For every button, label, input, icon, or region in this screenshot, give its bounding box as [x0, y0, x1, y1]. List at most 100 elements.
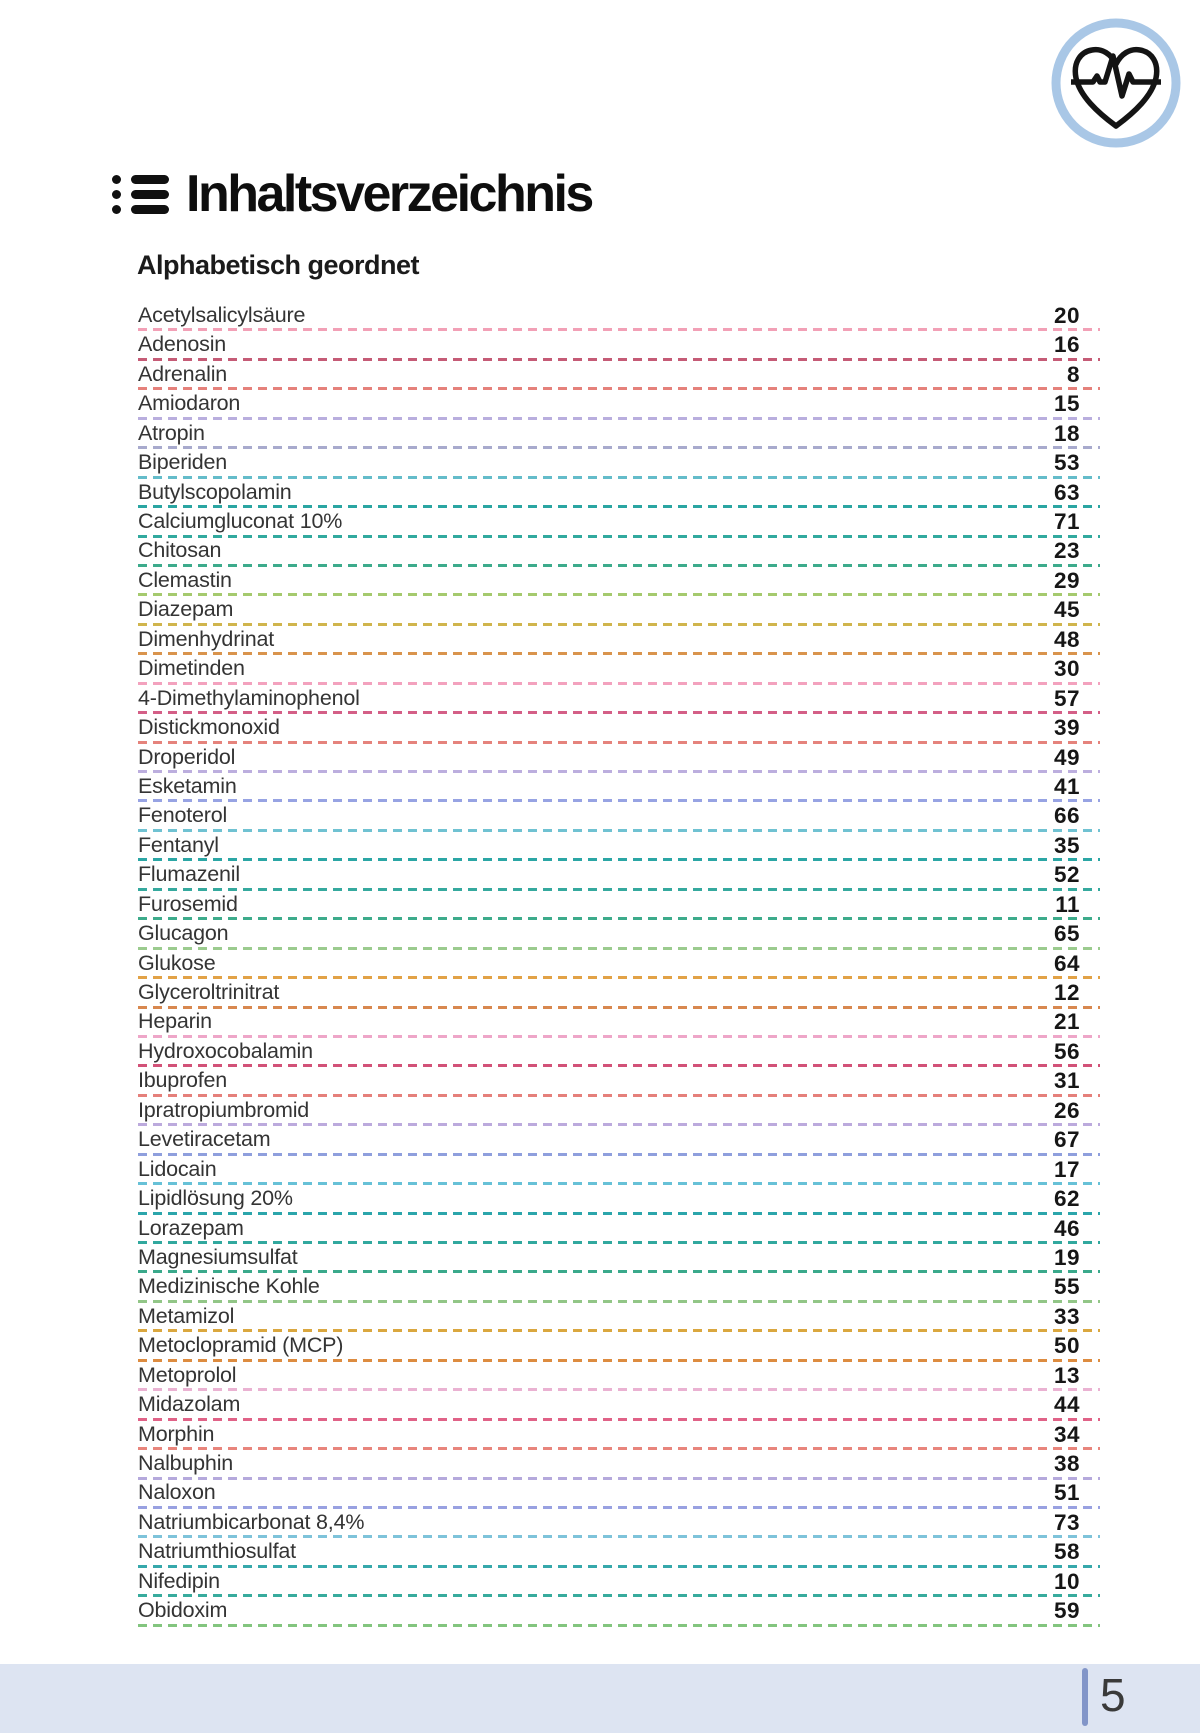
toc-entry-label: Hydroxocobalamin: [138, 1038, 313, 1063]
toc-entry: 4-Dimethylaminophenol 57: [138, 685, 1100, 715]
toc-entry: Chitosan 23: [138, 538, 1100, 567]
toc-entry: Biperiden 53: [138, 449, 1100, 479]
dotted-leader-line: [138, 475, 1100, 479]
toc-entry-page: 20: [1053, 302, 1080, 328]
page-header: Inhaltsverzeichnis: [112, 168, 594, 220]
toc-entry: Metoprolol 13: [138, 1362, 1100, 1392]
toc-entry: Butylscopolamin 63: [138, 479, 1100, 509]
toc-list: Acetylsalicylsäure 20 Adenosin 16 Adrena…: [138, 302, 1100, 1627]
toc-entry-label: Lorazepam: [138, 1215, 244, 1240]
footer-accent-bar: [1082, 1668, 1088, 1726]
dotted-leader-line: [138, 1211, 1100, 1215]
dotted-leader-line: [138, 711, 1100, 715]
toc-entry-label: Fentanyl: [138, 832, 219, 857]
toc-entry-page: 11: [1055, 891, 1080, 917]
toc-entry: Fentanyl 35: [138, 832, 1100, 862]
dotted-leader-line: [138, 1476, 1100, 1480]
toc-entry-label: Nifedipin: [138, 1568, 220, 1593]
toc-entry: Metamizol 33: [138, 1303, 1100, 1333]
toc-entry-page: 34: [1053, 1421, 1080, 1447]
toc-entry-page: 33: [1053, 1303, 1080, 1329]
dotted-leader-line: [138, 1005, 1100, 1009]
toc-entry-label: Natriumbicarbonat 8,4%: [138, 1509, 365, 1534]
toc-entry-page: 29: [1053, 567, 1080, 593]
toc-entry-page: 64: [1053, 950, 1080, 976]
toc-entry-page: 23: [1053, 538, 1080, 564]
toc-entry: Furosemid 11: [138, 891, 1100, 921]
toc-entry-page: 15: [1053, 391, 1080, 417]
dotted-leader-line: [138, 593, 1100, 597]
dotted-leader-line: [138, 1505, 1100, 1509]
toc-entry-label: Lidocain: [138, 1156, 217, 1181]
toc-entry-page: 17: [1053, 1156, 1080, 1182]
toc-entry: Levetiracetam 67: [138, 1126, 1100, 1156]
toc-entry-label: Glucagon: [138, 921, 229, 946]
toc-entry-page: 51: [1053, 1480, 1080, 1506]
toc-entry-page: 55: [1053, 1274, 1080, 1300]
dotted-leader-line: [138, 505, 1100, 509]
toc-entry-label: Medizinische Kohle: [138, 1274, 320, 1299]
dotted-leader-line: [138, 917, 1100, 921]
heart-ecg-logo: [1049, 16, 1183, 150]
toc-entry: Calciumgluconat 10% 71: [138, 508, 1100, 538]
toc-entry-page: 21: [1053, 1009, 1080, 1035]
toc-entry: Adrenalin 8: [138, 361, 1100, 391]
dotted-leader-line: [138, 1034, 1100, 1038]
toc-entry-page: 41: [1053, 773, 1080, 799]
dotted-leader-line: [138, 534, 1100, 538]
toc-entry-label: Amiodaron: [138, 391, 241, 416]
toc-entry-label: Midazolam: [138, 1392, 241, 1417]
toc-entry-label: Metoprolol: [138, 1362, 237, 1387]
toc-entry: Natriumthiosulfat 58: [138, 1538, 1100, 1568]
toc-entry: Ibuprofen 31: [138, 1067, 1100, 1097]
toc-entry-label: Lipidlösung 20%: [138, 1186, 293, 1211]
dotted-leader-line: [138, 770, 1100, 773]
toc-entry: Obidoxim 59: [138, 1597, 1100, 1627]
page-number: 5: [1100, 1669, 1126, 1721]
toc-entry-page: 49: [1053, 744, 1080, 770]
dotted-leader-line: [138, 1535, 1100, 1539]
toc-entry-label: Clemastin: [138, 567, 232, 592]
dotted-leader-line: [138, 387, 1100, 391]
dotted-leader-line: [138, 740, 1100, 744]
toc-entry-page: 62: [1053, 1186, 1080, 1212]
dotted-leader-line: [138, 887, 1100, 891]
list-icon: [112, 174, 169, 214]
toc-entry-label: 4-Dimethylaminophenol: [138, 685, 360, 710]
heart-ecg-logo-graphic: [1051, 18, 1181, 148]
toc-entry: Metoclopramid (MCP) 50: [138, 1332, 1100, 1362]
toc-entry: Lipidlösung 20% 62: [138, 1185, 1100, 1215]
dotted-leader-line: [138, 1064, 1100, 1068]
toc-entry: Medizinische Kohle 55: [138, 1273, 1100, 1303]
dotted-leader-line: [138, 652, 1100, 656]
dotted-leader-line: [138, 416, 1100, 420]
toc-entry-label: Metamizol: [138, 1303, 235, 1328]
toc-entry: Nifedipin 10: [138, 1568, 1100, 1598]
toc-entry-page: 16: [1053, 332, 1080, 358]
dotted-leader-line: [138, 681, 1100, 685]
logo-ring: [1051, 18, 1181, 148]
toc-entry: Clemastin 29: [138, 567, 1100, 597]
toc-entry-page: 19: [1053, 1244, 1080, 1270]
toc-entry: Dimenhydrinat 48: [138, 626, 1100, 656]
toc-entry-label: Obidoxim: [138, 1598, 228, 1623]
toc-entry-page: 66: [1053, 803, 1080, 829]
dotted-leader-line: [138, 828, 1100, 832]
toc-entry: Esketamin 41: [138, 773, 1100, 803]
toc-entry: Dimetinden 30: [138, 655, 1100, 685]
dotted-leader-line: [138, 1152, 1100, 1156]
toc-entry-page: 56: [1053, 1038, 1080, 1064]
toc-entry-page: 44: [1053, 1392, 1080, 1418]
toc-entry: Morphin 34: [138, 1421, 1100, 1451]
toc-entry-page: 13: [1053, 1362, 1080, 1388]
toc-entry-page: 59: [1053, 1598, 1080, 1624]
toc-entry-label: Droperidol: [138, 744, 236, 769]
toc-entry-label: Flumazenil: [138, 862, 240, 887]
toc-entry-page: 53: [1053, 450, 1080, 476]
toc-entry-page: 12: [1053, 980, 1080, 1005]
section-subtitle: Alphabetisch geordnet: [137, 250, 420, 280]
toc-entry-label: Fenoterol: [138, 803, 228, 828]
toc-entry-label: Furosemid: [138, 891, 238, 916]
toc-entry-label: Nalbuphin: [138, 1451, 234, 1475]
